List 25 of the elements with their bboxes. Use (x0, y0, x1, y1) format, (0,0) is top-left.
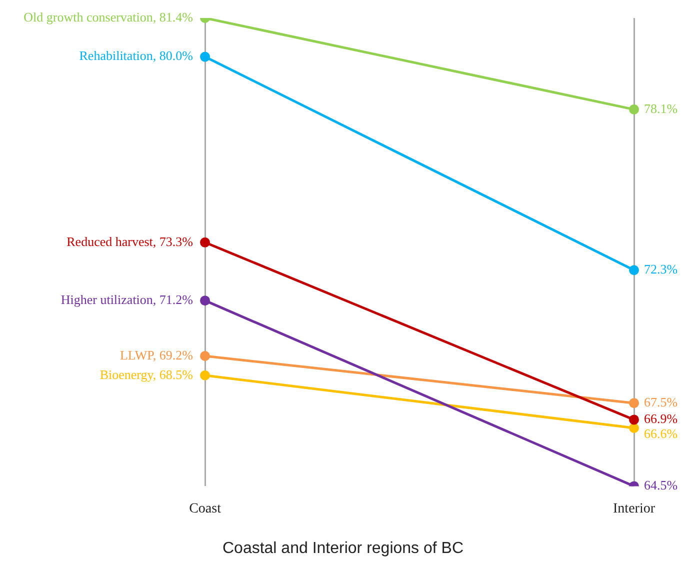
x-tick-label: Interior (613, 501, 656, 516)
point (629, 265, 639, 276)
data-label: 66.6% (644, 426, 678, 442)
point (629, 423, 639, 434)
text: Reduced harvest, 73.3% (66, 234, 193, 249)
point (629, 398, 639, 408)
point (200, 52, 210, 62)
text: Old growth conservation, 81.4% (24, 9, 193, 24)
text: Bioenergy, 68.5% (100, 366, 193, 382)
point (629, 104, 639, 114)
point (200, 296, 210, 306)
point (629, 414, 639, 425)
x-tick-label: Coast (189, 501, 222, 516)
point (200, 370, 210, 380)
point (200, 237, 210, 248)
data-label: 78.1% (644, 100, 678, 116)
x-axis-title: Coastal and Interior regions of BC (221, 540, 464, 558)
point (200, 350, 210, 361)
text: Higher utilization, 71.2% (60, 292, 193, 308)
text: LLWP, 69.2% (120, 347, 193, 362)
data-label: 64.5% (644, 478, 678, 493)
data-label: 66.9% (644, 411, 678, 426)
text: Rehabilitation, 80.0% (79, 48, 193, 64)
data-label: 67.5% (644, 394, 678, 410)
data-label: 72.3% (644, 262, 678, 277)
